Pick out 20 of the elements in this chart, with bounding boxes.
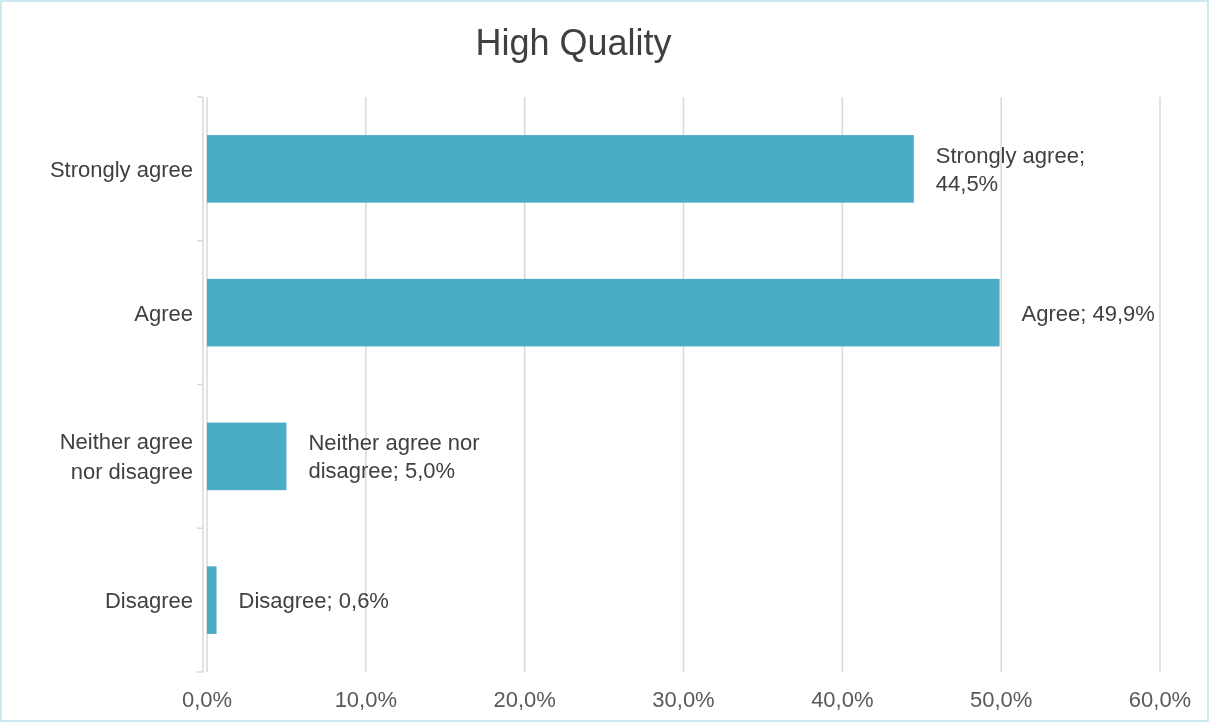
data-label: Strongly agree; 44,5% [935, 142, 1086, 196]
y-tick-label: Agree [134, 300, 193, 326]
x-tick-label: 60,0% [1128, 687, 1192, 712]
bar [207, 566, 217, 634]
data-label: Agree; 49,9% [1021, 300, 1155, 326]
y-tick-label: Strongly agree [49, 156, 193, 182]
x-tick-label: 20,0% [493, 687, 556, 712]
bar [207, 278, 1000, 347]
y-tick-label: Neither agree nor disagree [59, 428, 193, 484]
data-label: Neither agree nor disagree; 5,0% [308, 429, 480, 483]
x-tick-label: 0,0% [181, 687, 233, 712]
x-tick-label: 10,0% [334, 687, 398, 712]
x-tick-label: 50,0% [969, 687, 1033, 712]
y-tick-label: Disagree [104, 587, 193, 613]
x-tick-label: 30,0% [652, 687, 715, 712]
data-label: Disagree; 0,6% [238, 587, 389, 613]
bar [207, 422, 287, 491]
chart-title: High Quality [475, 22, 672, 63]
bar [207, 135, 914, 203]
x-tick-label: 40,0% [811, 687, 874, 712]
